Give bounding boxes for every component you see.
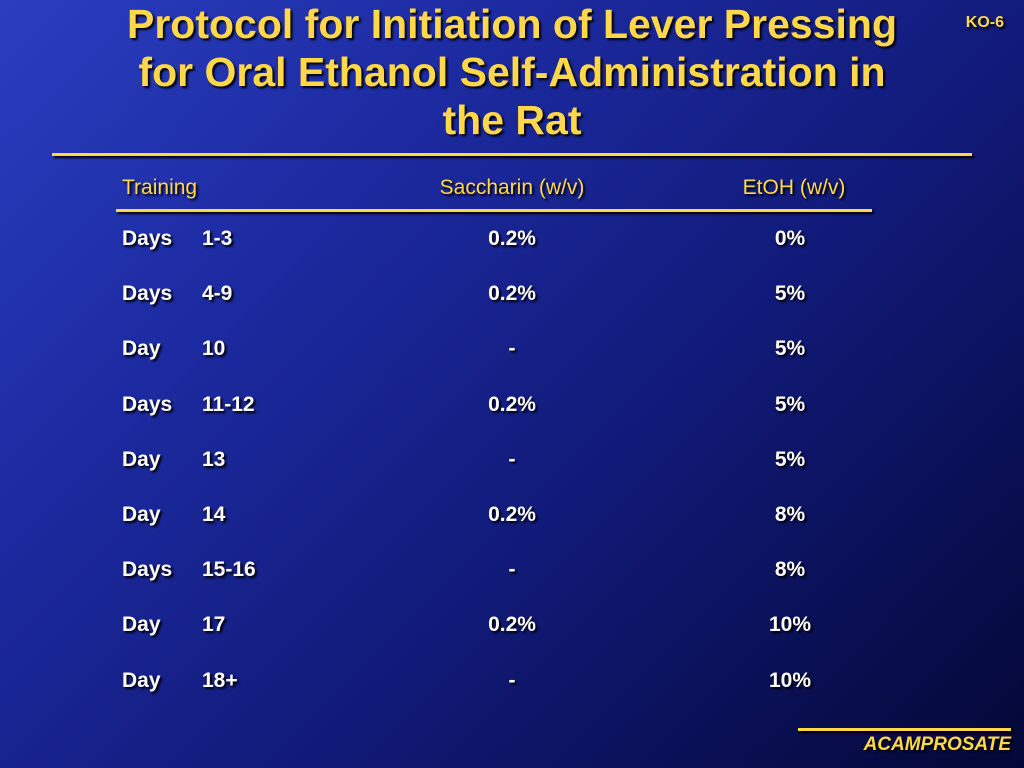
table-row: Day 10 - 5% xyxy=(0,337,1024,392)
header-training: Training xyxy=(122,176,198,199)
footer-brand: ACAMPROSATE xyxy=(863,734,1011,755)
slide-title: Protocol for Initiation of Lever Pressin… xyxy=(127,1,897,143)
day-unit: Day xyxy=(122,668,161,692)
table-row: Days 15-16 - 8% xyxy=(0,558,1024,613)
slide-code: KO-6 xyxy=(965,14,1004,31)
title-divider xyxy=(52,153,972,156)
day-range: 14 xyxy=(202,502,226,526)
day-range: 10 xyxy=(202,337,226,361)
day-range: 13 xyxy=(202,447,226,471)
table-row: Days 11-12 0.2% 5% xyxy=(0,393,1024,448)
day-unit: Day xyxy=(122,613,161,637)
day-range: 1-3 xyxy=(202,227,233,250)
header-saccharin: Saccharin (w/v) xyxy=(439,176,585,199)
etoh-value: 10% xyxy=(768,613,812,637)
day-unit: Day xyxy=(122,502,161,526)
day-range: 11-12 xyxy=(202,392,255,416)
saccharin-value: 0.2% xyxy=(488,613,536,637)
table-row: Day 17 0.2% 10% xyxy=(0,613,1024,668)
saccharin-value: 0.2% xyxy=(488,392,536,416)
footer-divider xyxy=(798,728,1011,731)
etoh-value: 10% xyxy=(768,668,812,692)
etoh-value: 5% xyxy=(774,337,806,361)
day-unit: Day xyxy=(122,337,161,361)
saccharin-value: 0.2% xyxy=(488,282,536,306)
table-row: Day 18+ - 10% xyxy=(0,669,1024,724)
day-unit: Days xyxy=(122,227,173,250)
day-unit: Days xyxy=(122,558,173,582)
header-divider xyxy=(116,209,872,212)
day-range: 18+ xyxy=(202,668,238,692)
saccharin-value: - xyxy=(508,337,516,361)
day-range: 4-9 xyxy=(202,282,233,306)
table-row: Days 1-3 0.2% 0% xyxy=(0,227,1024,282)
etoh-value: 5% xyxy=(774,282,806,306)
day-unit: Days xyxy=(122,282,173,306)
saccharin-value: 0.2% xyxy=(488,227,536,250)
etoh-value: 5% xyxy=(774,447,806,471)
etoh-value: 0% xyxy=(774,227,806,250)
saccharin-value: - xyxy=(508,447,516,471)
saccharin-value: - xyxy=(508,558,516,582)
day-unit: Day xyxy=(122,447,161,471)
protocol-table: Days 1-3 0.2% 0% Days 4-9 0.2% 5% Day 10… xyxy=(0,227,1024,724)
table-row: Day 14 0.2% 8% xyxy=(0,503,1024,558)
etoh-value: 8% xyxy=(774,558,806,582)
day-range: 15-16 xyxy=(202,558,256,582)
saccharin-value: - xyxy=(508,668,516,692)
etoh-value: 8% xyxy=(774,502,806,526)
etoh-value: 5% xyxy=(774,392,806,416)
header-etoh: EtOH (w/v) xyxy=(742,176,846,199)
day-unit: Days xyxy=(122,392,173,416)
saccharin-value: 0.2% xyxy=(488,502,536,526)
day-range: 17 xyxy=(202,613,226,637)
table-row: Days 4-9 0.2% 5% xyxy=(0,282,1024,337)
table-row: Day 13 - 5% xyxy=(0,448,1024,503)
